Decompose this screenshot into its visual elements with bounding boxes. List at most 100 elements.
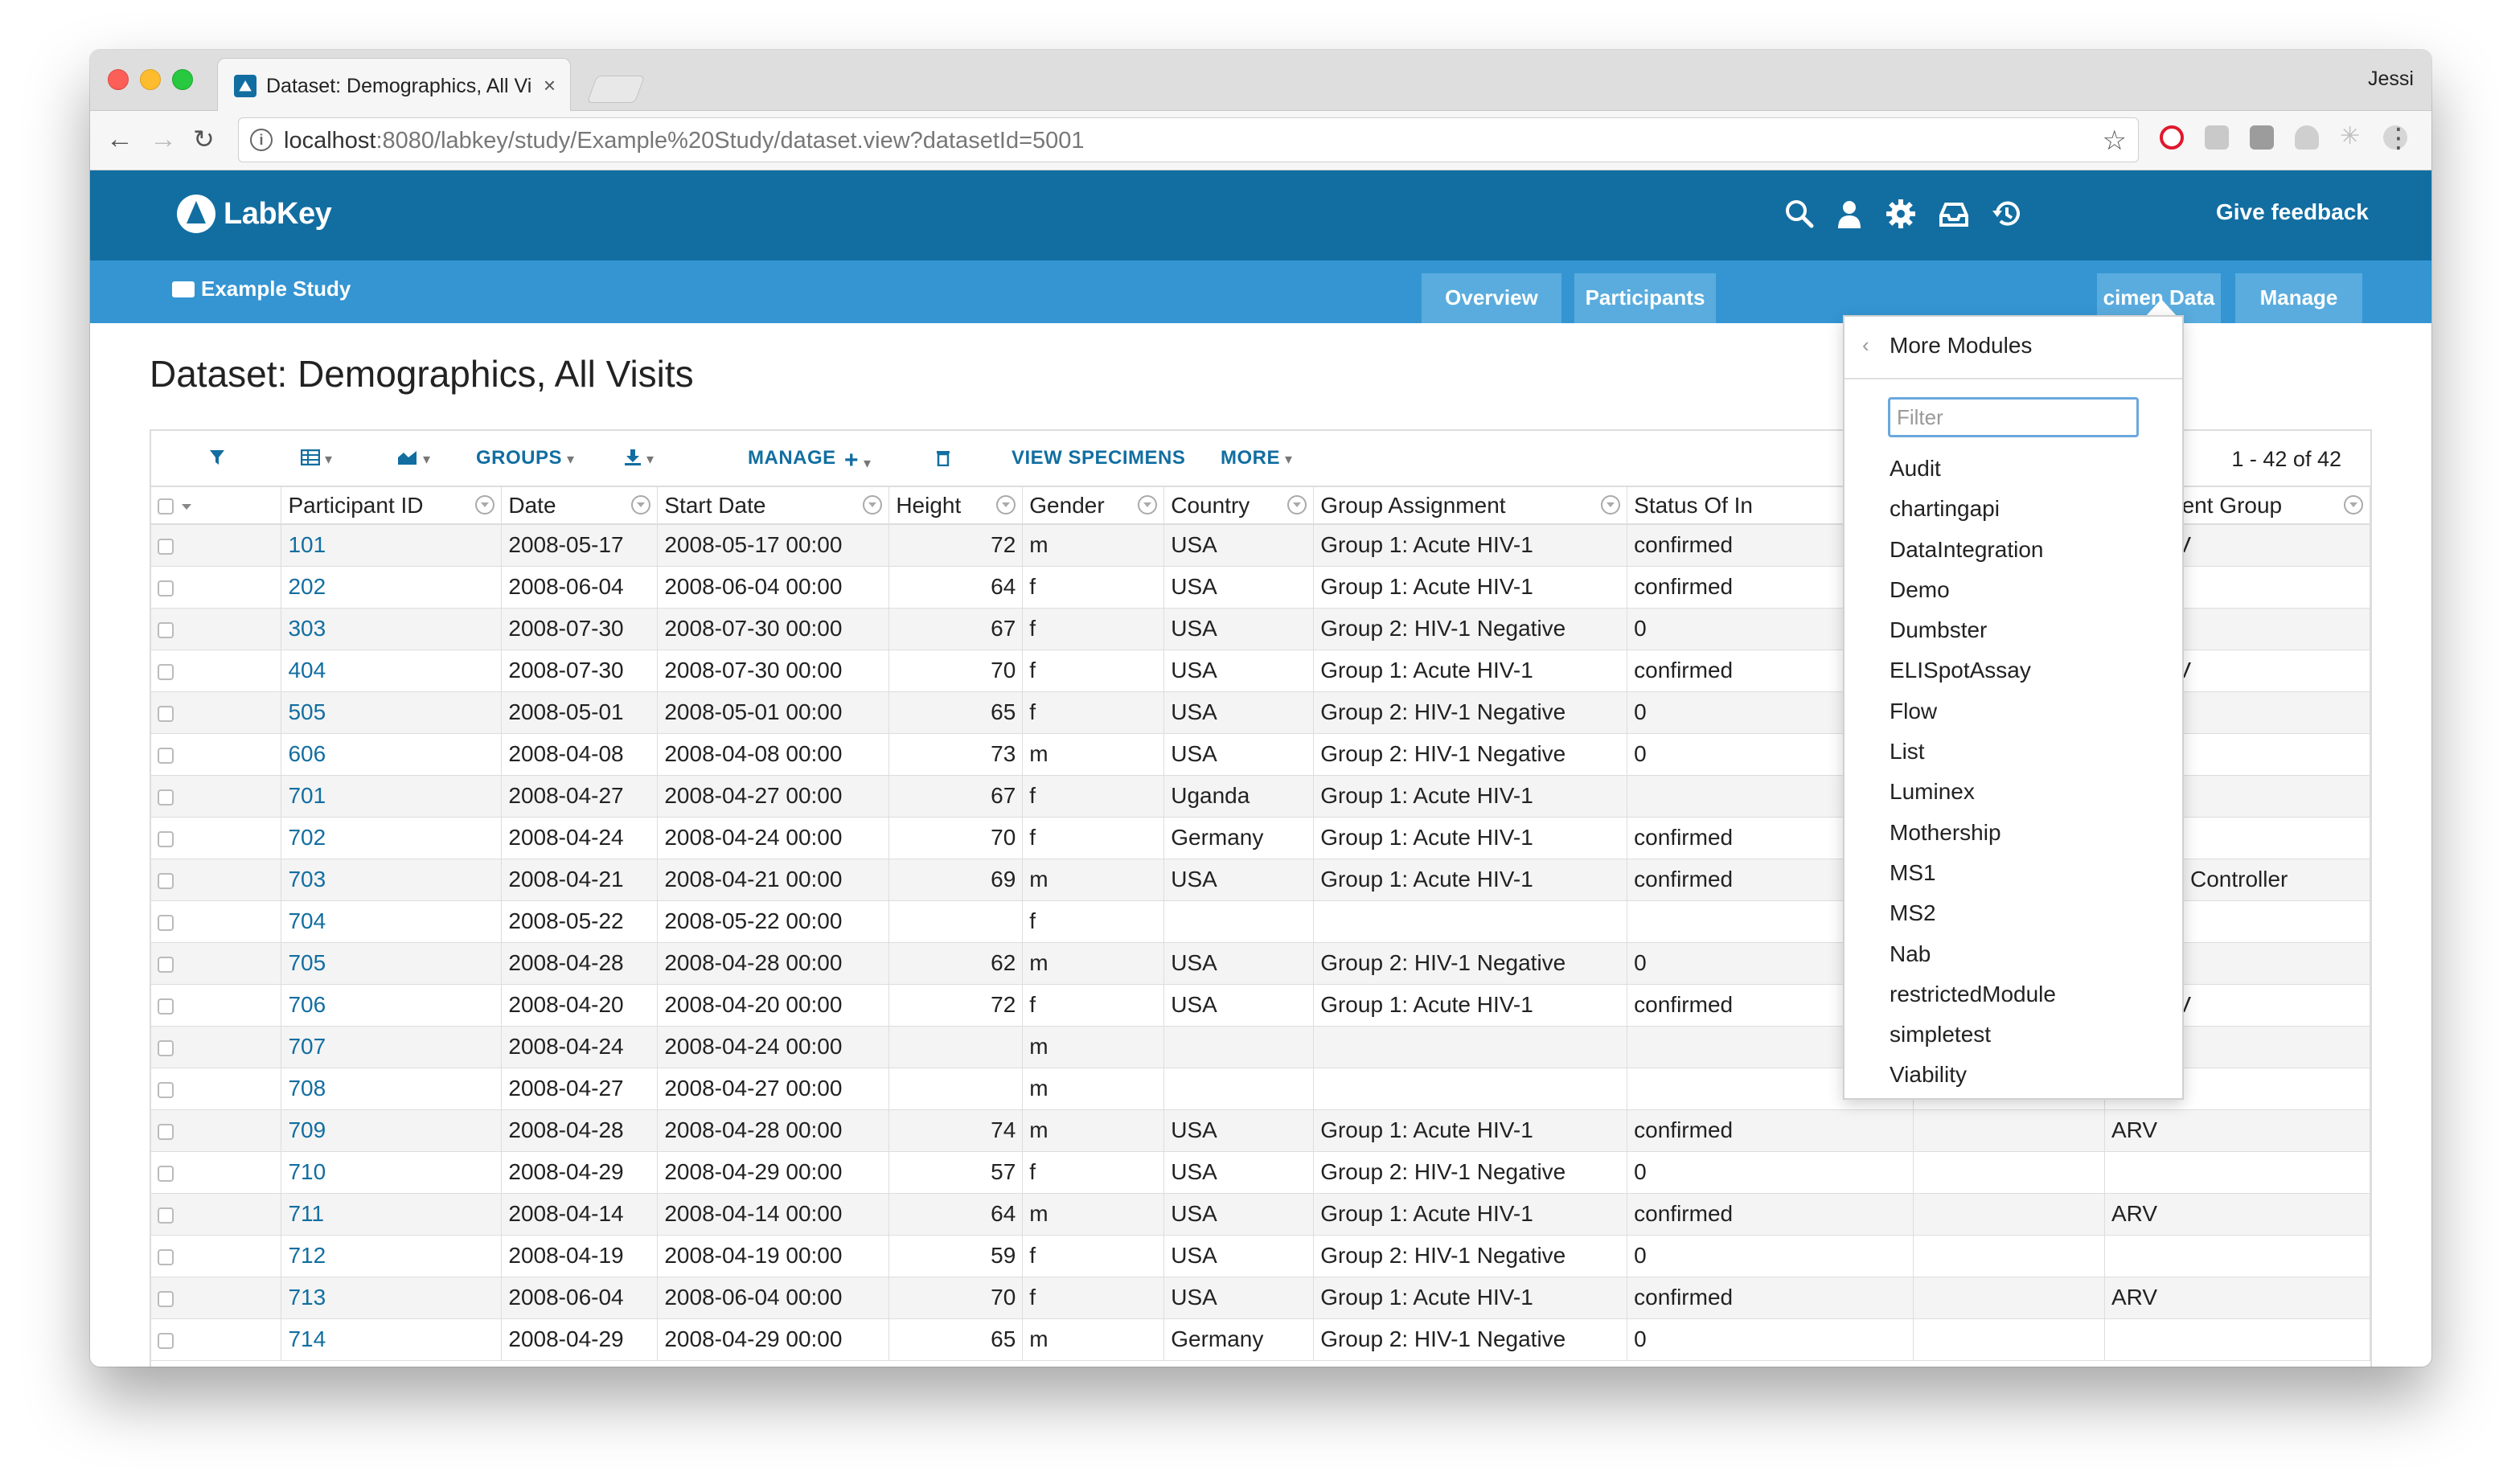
participant-id-link[interactable]: 703 <box>281 859 503 901</box>
labkey-logo[interactable]: LabKey <box>177 195 332 233</box>
column-menu-icon[interactable] <box>1138 495 1158 514</box>
module-filter-input[interactable] <box>1888 397 2139 437</box>
participant-id-link[interactable]: 404 <box>281 650 503 692</box>
row-checkbox[interactable] <box>158 998 174 1015</box>
browser-user-name[interactable]: Jessi <box>2368 68 2414 90</box>
module-menu-item[interactable]: Demo <box>1890 576 1950 602</box>
column-header[interactable]: Participant ID <box>281 487 503 525</box>
chevron-down-icon[interactable] <box>182 503 191 510</box>
tab-participants[interactable]: Participants <box>1574 273 1716 323</box>
row-select-cell[interactable] <box>151 733 282 776</box>
inbox-icon[interactable] <box>1938 198 1970 230</box>
table-row[interactable]: 202 2008-06-04 2008-06-04 00:00 64 f USA Group… <box>151 566 2370 609</box>
tab-overview[interactable]: Overview <box>1422 273 1561 323</box>
column-menu-icon[interactable] <box>475 495 495 514</box>
module-menu-item[interactable]: Flow <box>1890 698 1938 724</box>
module-menu-item[interactable]: restrictedModule <box>1890 981 2056 1006</box>
extension-icon[interactable] <box>2250 125 2274 150</box>
row-select-cell[interactable] <box>151 1318 282 1361</box>
user-icon[interactable] <box>1833 198 1865 230</box>
column-header[interactable]: Height <box>888 487 1024 525</box>
module-menu-item[interactable]: Dumbster <box>1890 617 1988 643</box>
row-select-cell[interactable] <box>151 859 282 901</box>
filter-button[interactable] <box>209 447 225 469</box>
column-menu-icon[interactable] <box>1287 495 1307 514</box>
view-specimens-button[interactable]: VIEW SPECIMENS <box>1012 447 1186 469</box>
participant-id-link[interactable]: 505 <box>281 691 503 734</box>
participant-id-link[interactable]: 710 <box>281 1151 503 1194</box>
row-checkbox[interactable] <box>158 789 174 806</box>
module-menu-item[interactable]: Nab <box>1890 941 1931 966</box>
module-menu-item[interactable]: MS2 <box>1890 900 1936 926</box>
participant-id-link[interactable]: 708 <box>281 1068 503 1110</box>
participant-id-link[interactable]: 706 <box>281 984 503 1027</box>
row-checkbox[interactable] <box>158 1290 174 1307</box>
search-icon[interactable] <box>1783 198 1816 230</box>
participant-id-link[interactable]: 606 <box>281 733 503 776</box>
select-all-checkbox[interactable] <box>158 498 174 515</box>
table-row[interactable]: 708 2008-04-27 2008-04-27 00:00 m <box>151 1068 2370 1110</box>
select-all-header[interactable] <box>151 487 282 525</box>
participant-id-link[interactable]: 705 <box>281 942 503 985</box>
row-checkbox[interactable] <box>158 914 174 931</box>
more-button[interactable]: MORE ▾ <box>1221 447 1293 469</box>
export-button[interactable]: ▾ <box>624 447 654 469</box>
url-text[interactable]: localhost:8080/labkey/study/Example%20St… <box>284 128 1085 154</box>
row-select-cell[interactable] <box>151 817 282 859</box>
column-header[interactable]: Country <box>1163 487 1315 525</box>
close-window-button[interactable] <box>108 69 129 90</box>
table-row[interactable]: 707 2008-04-24 2008-04-24 00:00 m <box>151 1026 2370 1068</box>
table-row[interactable]: 714 2008-04-29 2008-04-29 00:00 65 m Germany G… <box>151 1318 2370 1361</box>
participant-id-link[interactable]: 303 <box>281 608 503 650</box>
participant-id-link[interactable]: 101 <box>281 524 503 567</box>
row-select-cell[interactable] <box>151 1235 282 1277</box>
row-select-cell[interactable] <box>151 691 282 734</box>
row-select-cell[interactable] <box>151 1151 282 1194</box>
column-menu-icon[interactable] <box>631 495 651 514</box>
row-checkbox[interactable] <box>158 621 174 638</box>
module-menu-item[interactable]: MS1 <box>1890 859 1936 885</box>
address-bar[interactable]: i localhost:8080/labkey/study/Example%20… <box>238 117 2139 162</box>
participant-id-link[interactable]: 704 <box>281 900 503 943</box>
dropdown-header[interactable]: ‹ More Modules <box>1844 317 2182 379</box>
row-checkbox[interactable] <box>158 1332 174 1349</box>
forward-arrow-icon[interactable]: → <box>150 124 177 154</box>
participant-id-link[interactable]: 712 <box>281 1235 503 1277</box>
row-select-cell[interactable] <box>151 1277 282 1319</box>
participant-id-link[interactable]: 707 <box>281 1026 503 1068</box>
participant-id-link[interactable]: 709 <box>281 1109 503 1152</box>
snowflake-extension-icon[interactable]: ✳ <box>2340 123 2361 150</box>
column-menu-icon[interactable] <box>863 495 883 514</box>
browser-menu-icon[interactable]: ⋮ <box>2385 123 2412 154</box>
opera-extension-icon[interactable] <box>2160 125 2184 150</box>
row-checkbox[interactable] <box>158 1207 174 1224</box>
column-menu-icon[interactable] <box>996 495 1016 514</box>
row-select-cell[interactable] <box>151 608 282 650</box>
row-checkbox[interactable] <box>158 538 174 555</box>
charts-button[interactable]: ▾ <box>397 447 431 469</box>
table-row[interactable]: 713 2008-06-04 2008-06-04 00:00 70 f USA Group… <box>151 1277 2370 1319</box>
back-arrow-icon[interactable]: ← <box>106 124 133 154</box>
column-header[interactable]: Start Date <box>657 487 890 525</box>
module-menu-item[interactable]: List <box>1890 739 1925 765</box>
row-checkbox[interactable] <box>158 705 174 722</box>
tab-manage[interactable]: Manage <box>2235 273 2362 323</box>
participant-id-link[interactable]: 714 <box>281 1318 503 1361</box>
row-select-cell[interactable] <box>151 775 282 818</box>
row-checkbox[interactable] <box>158 956 174 973</box>
participant-id-link[interactable]: 711 <box>281 1193 503 1236</box>
grid-views-button[interactable]: ▾ <box>300 447 333 469</box>
groups-button[interactable]: GROUPS ▾ <box>476 447 575 469</box>
info-icon[interactable]: i <box>250 129 273 151</box>
row-select-cell[interactable] <box>151 1193 282 1236</box>
extension-icon[interactable] <box>2383 125 2407 150</box>
column-header[interactable]: Date <box>501 487 659 525</box>
reload-icon[interactable]: ↻ <box>193 125 215 154</box>
module-menu-item[interactable]: chartingapi <box>1890 496 2000 522</box>
row-checkbox[interactable] <box>158 1039 174 1056</box>
row-checkbox[interactable] <box>158 663 174 680</box>
row-select-cell[interactable] <box>151 566 282 609</box>
close-tab-icon[interactable]: × <box>543 73 556 97</box>
column-header[interactable]: Gender <box>1022 487 1165 525</box>
row-checkbox[interactable] <box>158 747 174 764</box>
